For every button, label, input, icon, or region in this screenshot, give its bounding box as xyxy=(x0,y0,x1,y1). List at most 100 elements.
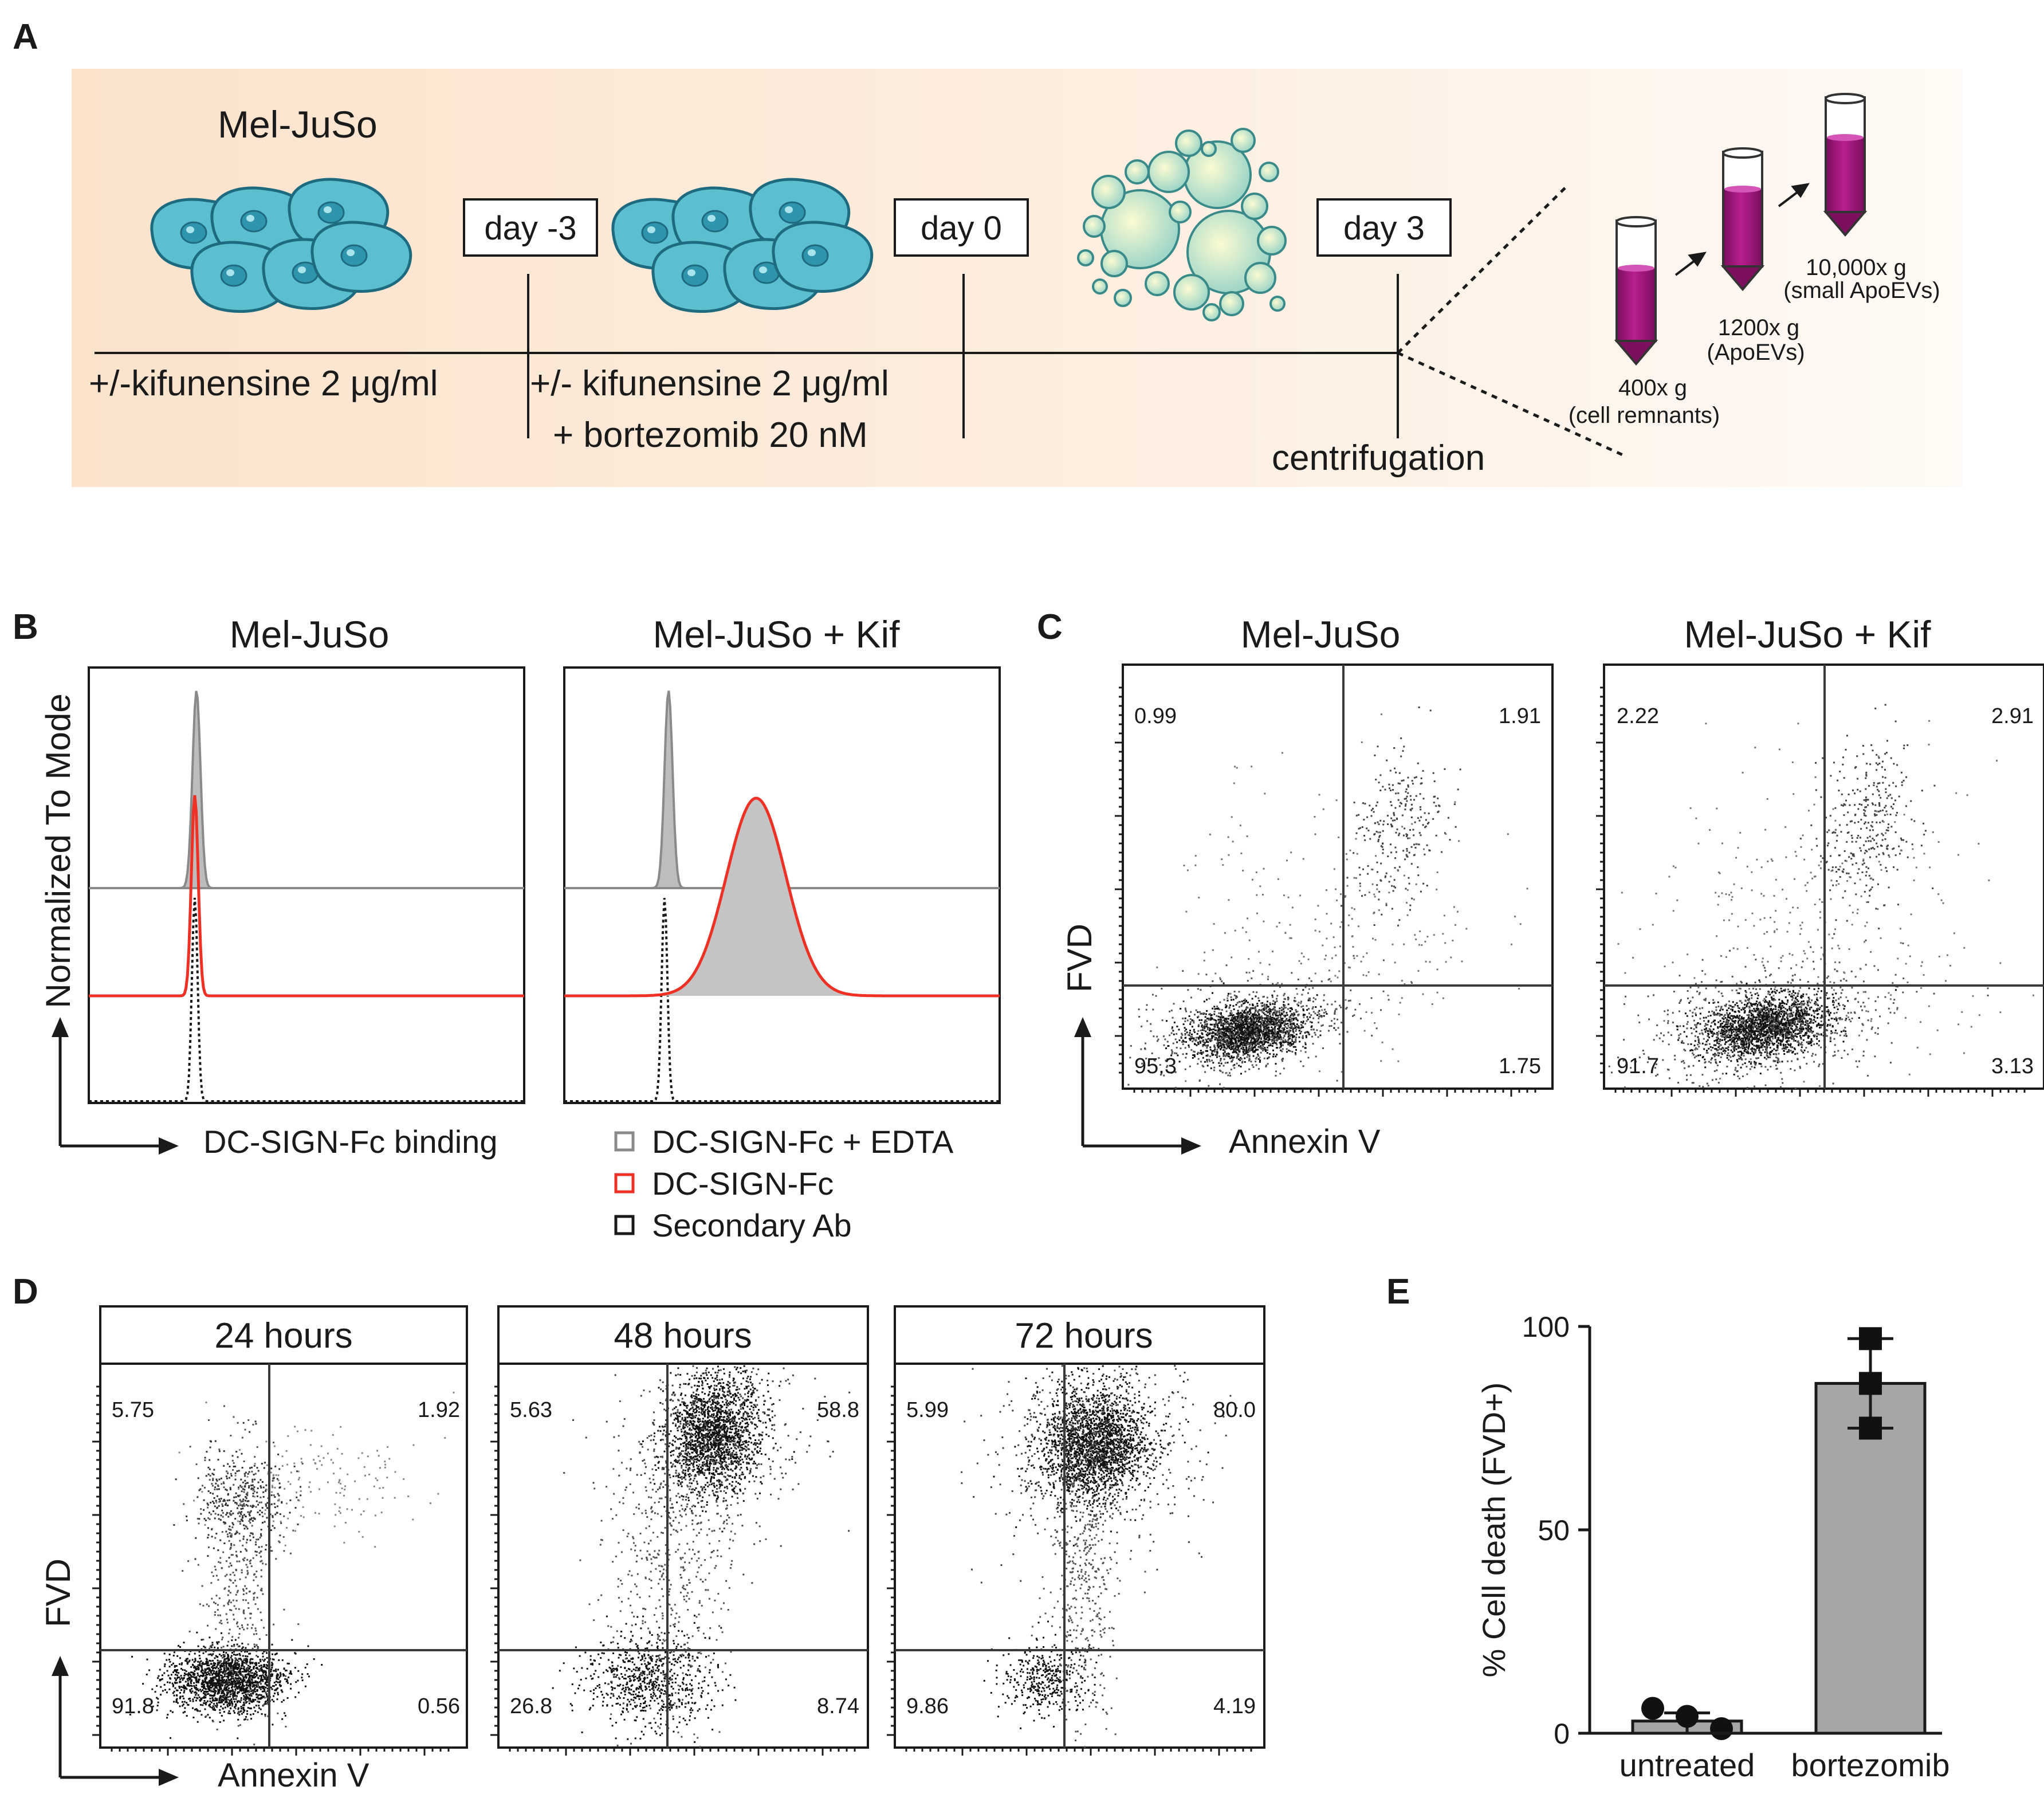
histogram-curves-1 xyxy=(89,690,524,1102)
legend-swatch-dc-sign xyxy=(614,1173,635,1194)
x-tick-label: bortezomib xyxy=(1791,1747,1949,1783)
quadrant-upper-right: 1.92 xyxy=(418,1398,460,1422)
plot-title: 24 hours xyxy=(214,1316,352,1356)
legend-swatch-secondary xyxy=(614,1215,635,1235)
scatter-dots xyxy=(961,1365,1238,1748)
flow-plot-d2: 48 hours 5.63 58.8 26.8 8.74 xyxy=(497,1305,869,1749)
x-axis-arrow xyxy=(60,1769,179,1786)
quadrant-upper-left: 5.63 xyxy=(510,1398,552,1422)
flow-plot-c1: 0.99 1.91 95.3 1.75 xyxy=(1122,664,1554,1090)
scatter-dots xyxy=(1127,706,1528,1089)
data-point xyxy=(1641,1697,1664,1720)
data-point xyxy=(1710,1717,1733,1740)
panel-c-title-2: Mel-JuSo + Kif xyxy=(1684,613,1932,655)
y-axis-arrow xyxy=(1074,1017,1091,1146)
quadrant-lower-right: 1.75 xyxy=(1499,1054,1541,1078)
dc-sign-fill xyxy=(564,798,1000,996)
dc-sign-curve xyxy=(89,795,524,998)
data-point xyxy=(1859,1327,1882,1351)
y-tick-label: 50 xyxy=(1538,1514,1570,1546)
histogram-plot-1 xyxy=(88,666,525,1104)
data-point xyxy=(1676,1705,1699,1728)
y-axis-arrow xyxy=(52,1017,69,1146)
quadrant-upper-left: 5.99 xyxy=(906,1398,949,1422)
quadrant-lower-right: 4.19 xyxy=(1213,1694,1256,1718)
tube-400g: 400x g (cell remnants) xyxy=(1569,216,1720,428)
quadrant-lower-left: 91.8 xyxy=(112,1694,154,1718)
panel-b-y-axis-label: Normalized To Mode xyxy=(39,693,77,1008)
x-tick-label: untreated xyxy=(1620,1747,1755,1783)
panel-c-x-axis-label: Annexin V xyxy=(1229,1123,1381,1160)
panel-letter-c: C xyxy=(1037,607,1063,647)
quadrant-upper-right: 58.8 xyxy=(817,1398,859,1422)
panel-letter-a: A xyxy=(13,17,38,57)
quadrant-upper-right: 2.91 xyxy=(1991,704,2034,728)
panel-letter-b: B xyxy=(13,607,38,647)
flow-plot-c2: 2.22 2.91 91.7 3.13 xyxy=(1603,664,2044,1090)
svg-text:(ApoEVs): (ApoEVs) xyxy=(1707,340,1805,365)
centrifugation-label: centrifugation xyxy=(1272,438,1485,478)
treatment-kifunensine: +/-kifunensine 2 μg/ml xyxy=(89,364,438,403)
scatter-dots xyxy=(129,1391,455,1746)
panel-b-title-2: Mel-JuSo + Kif xyxy=(653,613,901,655)
axis-ticks xyxy=(92,1385,1252,1756)
panel-b: B Mel-JuSo Mel-JuSo + Kif Normalized To … xyxy=(13,607,1001,1243)
panel-d-x-axis-label: Annexin V xyxy=(218,1757,370,1794)
x-axis-arrow xyxy=(60,1137,179,1155)
panel-c-y-axis-label: FVD xyxy=(1060,924,1099,992)
flow-plot-d1: 24 hours 5.75 1.92 91.8 0.56 xyxy=(99,1305,468,1749)
plot-title: 72 hours xyxy=(1015,1316,1153,1356)
panel-c: C Mel-JuSo Mel-JuSo + Kif 0.99 1.91 95.3… xyxy=(1037,607,2044,1160)
panel-b-legend: DC-SIGN-Fc + EDTA DC-SIGN-Fc Secondary A… xyxy=(614,1124,954,1243)
panel-letter-e: E xyxy=(1386,1272,1410,1312)
dotted-guide-upper xyxy=(1397,185,1568,354)
quadrant-lower-right: 3.13 xyxy=(1991,1054,2034,1078)
day-label: day -3 xyxy=(484,210,576,247)
treatment-bortezomib: + bortezomib 20 nM xyxy=(553,415,868,455)
svg-text:(cell remnants): (cell remnants) xyxy=(1569,403,1720,428)
scatter-dots xyxy=(552,1365,851,1748)
cell-line-label: Mel-JuSo xyxy=(218,103,378,146)
legend-swatch-edta xyxy=(614,1131,635,1152)
tube-arrows xyxy=(1674,183,1810,276)
legend-label-dc-sign: DC-SIGN-Fc xyxy=(652,1165,834,1202)
x-axis-arrow xyxy=(1083,1137,1201,1155)
dc-sign-curve xyxy=(564,796,1000,998)
panel-d-y-axis-label: FVD xyxy=(39,1558,77,1627)
plot-title: 48 hours xyxy=(614,1316,752,1356)
quadrant-lower-left: 95.3 xyxy=(1134,1054,1177,1078)
y-tick-label: 100 xyxy=(1522,1311,1570,1343)
svg-text:10,000x g: 10,000x g xyxy=(1806,255,1907,280)
tube-1200g: 1200x g (ApoEVs) xyxy=(1707,147,1805,365)
quadrant-upper-left: 5.75 xyxy=(112,1398,154,1422)
flow-plot-d3: 72 hours 5.99 80.0 9.86 4.19 xyxy=(894,1305,1265,1749)
treatment-kifunensine-2: +/- kifunensine 2 μg/ml xyxy=(530,364,889,403)
day-box-3: day 3 xyxy=(1316,198,1452,257)
day-label: day 3 xyxy=(1343,210,1425,247)
histogram-curves-2 xyxy=(564,690,1000,1102)
panel-b-x-axis-label: DC-SIGN-Fc binding xyxy=(203,1124,497,1160)
bar-chart: 0 50 100 untreated bortezomib xyxy=(1522,1311,1950,1783)
quadrant-upper-left: 2.22 xyxy=(1617,704,1659,728)
tube-10000g: 10,000x g (small ApoEVs) xyxy=(1783,93,1940,303)
panel-b-title-1: Mel-JuSo xyxy=(230,613,390,655)
panel-c-title-1: Mel-JuSo xyxy=(1241,613,1401,655)
panel-letter-d: D xyxy=(13,1272,38,1312)
day-label: day 0 xyxy=(921,210,1002,247)
chart-y-axis-label: % Cell death (FVD+) xyxy=(1476,1382,1512,1677)
data-point xyxy=(1859,1372,1882,1395)
quadrant-lower-right: 0.56 xyxy=(418,1694,460,1718)
axis-ticks xyxy=(1115,686,2026,1097)
quadrant-lower-left: 9.86 xyxy=(906,1694,949,1718)
panel-e: E 0 50 100 untreated bortezomib % Cell death… xyxy=(1386,1272,1950,1783)
day-box-0: day 0 xyxy=(894,198,1029,257)
y-tick-label: 0 xyxy=(1554,1718,1570,1750)
dotted-guide-lower xyxy=(1397,351,1625,457)
quadrant-upper-right: 80.0 xyxy=(1213,1398,1256,1422)
quadrant-lower-right: 8.74 xyxy=(817,1694,859,1718)
apoptotic-vesicle-cluster xyxy=(1077,128,1287,321)
day-box-minus3: day -3 xyxy=(463,198,598,257)
panel-d: D 24 hours 5.75 1.92 91.8 0.56 48 hours … xyxy=(13,1272,1265,1794)
data-point xyxy=(1859,1416,1882,1440)
